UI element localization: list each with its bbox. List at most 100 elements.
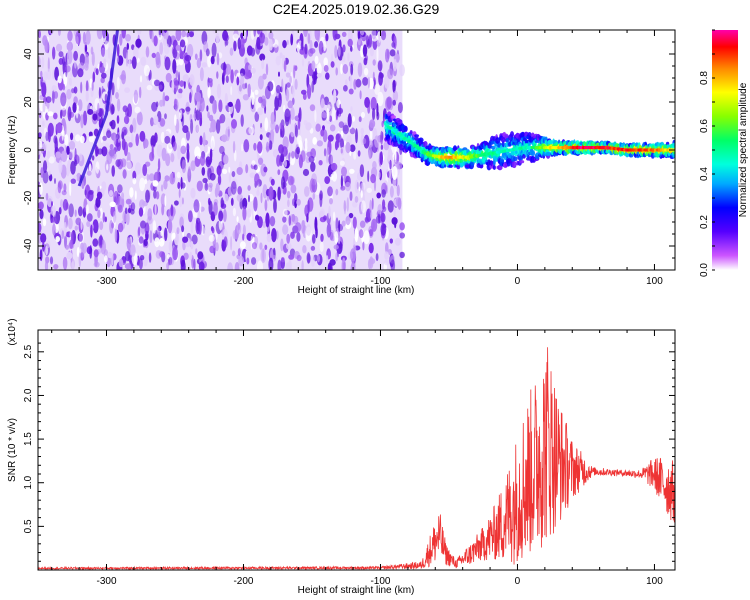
noise-blob: [142, 164, 148, 176]
noise-blob: [219, 115, 223, 124]
noise-blob: [74, 58, 77, 69]
noise-blob: [249, 172, 256, 178]
noise-blob: [360, 30, 365, 36]
noise-blob: [154, 132, 158, 143]
snr-series-line: [38, 347, 675, 570]
noise-blob: [302, 245, 307, 254]
noise-blob: [60, 199, 64, 209]
noise-blob: [176, 171, 181, 179]
noise-blob: [188, 251, 193, 261]
noise-blob: [364, 97, 370, 108]
noise-blob: [342, 44, 346, 53]
noise-blob: [60, 92, 67, 107]
noise-blob: [270, 129, 274, 145]
noise-blob: [371, 30, 377, 40]
signal-cell: [486, 142, 490, 146]
noise-blob: [164, 113, 167, 120]
noise-blob: [367, 258, 372, 270]
noise-blob: [383, 259, 390, 266]
noise-blob: [390, 259, 396, 270]
signal-cell: [448, 164, 453, 168]
noise-blob: [332, 30, 338, 41]
noise-blob: [270, 120, 276, 131]
noise-blob: [369, 129, 373, 140]
noise-blob: [355, 128, 358, 144]
noise-blob: [208, 234, 215, 242]
noise-blob: [196, 58, 202, 69]
noise-blob: [175, 30, 182, 41]
noise-blob: [159, 99, 164, 107]
noise-blob: [181, 30, 187, 38]
noise-blob: [236, 216, 239, 223]
noise-blob: [350, 63, 354, 76]
spectrogram-signal-ridge: [383, 111, 675, 171]
noise-blob: [350, 262, 356, 270]
noise-blob: [289, 75, 293, 84]
noise-blob: [223, 209, 227, 222]
noise-blob: [55, 236, 60, 243]
noise-blob: [58, 159, 63, 174]
noise-blob: [236, 167, 243, 175]
noise-blob: [199, 155, 206, 166]
noise-blob: [372, 160, 377, 170]
noise-blob: [324, 176, 331, 185]
noise-blob: [298, 112, 301, 119]
noise-blob: [78, 153, 83, 162]
noise-blob: [215, 242, 219, 252]
noise-blob: [87, 108, 94, 115]
noise-blob: [137, 226, 141, 237]
signal-cell: [527, 154, 530, 159]
noise-blob: [369, 46, 374, 57]
noise-blob: [84, 62, 89, 71]
noise-blob: [333, 89, 337, 104]
noise-blob: [123, 129, 127, 136]
noise-blob: [115, 92, 119, 99]
noise-blob: [179, 195, 183, 208]
noise-blob: [306, 151, 313, 157]
signal-cell: [510, 131, 514, 138]
noise-blob: [51, 85, 57, 92]
noise-blob: [238, 255, 245, 267]
noise-blob: [382, 199, 386, 210]
noise-blob: [53, 207, 56, 218]
noise-blob: [90, 224, 93, 238]
noise-blob: [286, 39, 289, 46]
noise-blob: [379, 151, 383, 166]
noise-blob: [190, 241, 194, 250]
noise-blob: [88, 131, 93, 137]
noise-blob: [338, 121, 345, 128]
noise-blob: [139, 220, 147, 229]
noise-blob: [271, 228, 277, 243]
noise-blob: [183, 252, 189, 260]
noise-blob: [372, 59, 376, 66]
noise-blob: [393, 58, 397, 72]
noise-blob: [392, 90, 399, 102]
signal-cell: [518, 155, 524, 161]
noise-blob: [251, 91, 255, 106]
noise-blob: [290, 107, 295, 121]
noise-blob: [193, 199, 200, 213]
noise-blob: [362, 178, 367, 194]
noise-blob: [184, 54, 192, 62]
noise-blob: [231, 171, 236, 178]
noise-blob: [164, 175, 170, 182]
noise-blob: [92, 71, 96, 83]
noise-blob: [256, 36, 261, 50]
noise-blob: [222, 30, 229, 41]
noise-blob: [155, 57, 161, 69]
noise-blob: [367, 170, 370, 182]
noise-blob: [38, 55, 41, 68]
noise-blob: [151, 52, 156, 59]
noise-blob: [149, 230, 153, 244]
noise-blob: [372, 71, 375, 81]
noise-blob: [130, 244, 136, 257]
noise-blob: [190, 187, 196, 199]
noise-blob: [310, 255, 315, 267]
noise-blob: [42, 101, 46, 113]
noise-blob: [77, 68, 84, 78]
snr-y-multiplier-label: (x10⁴): [7, 318, 18, 345]
noise-blob: [126, 237, 132, 251]
noise-blob: [42, 160, 48, 174]
noise-blob: [311, 60, 316, 71]
noise-blob: [280, 257, 285, 263]
